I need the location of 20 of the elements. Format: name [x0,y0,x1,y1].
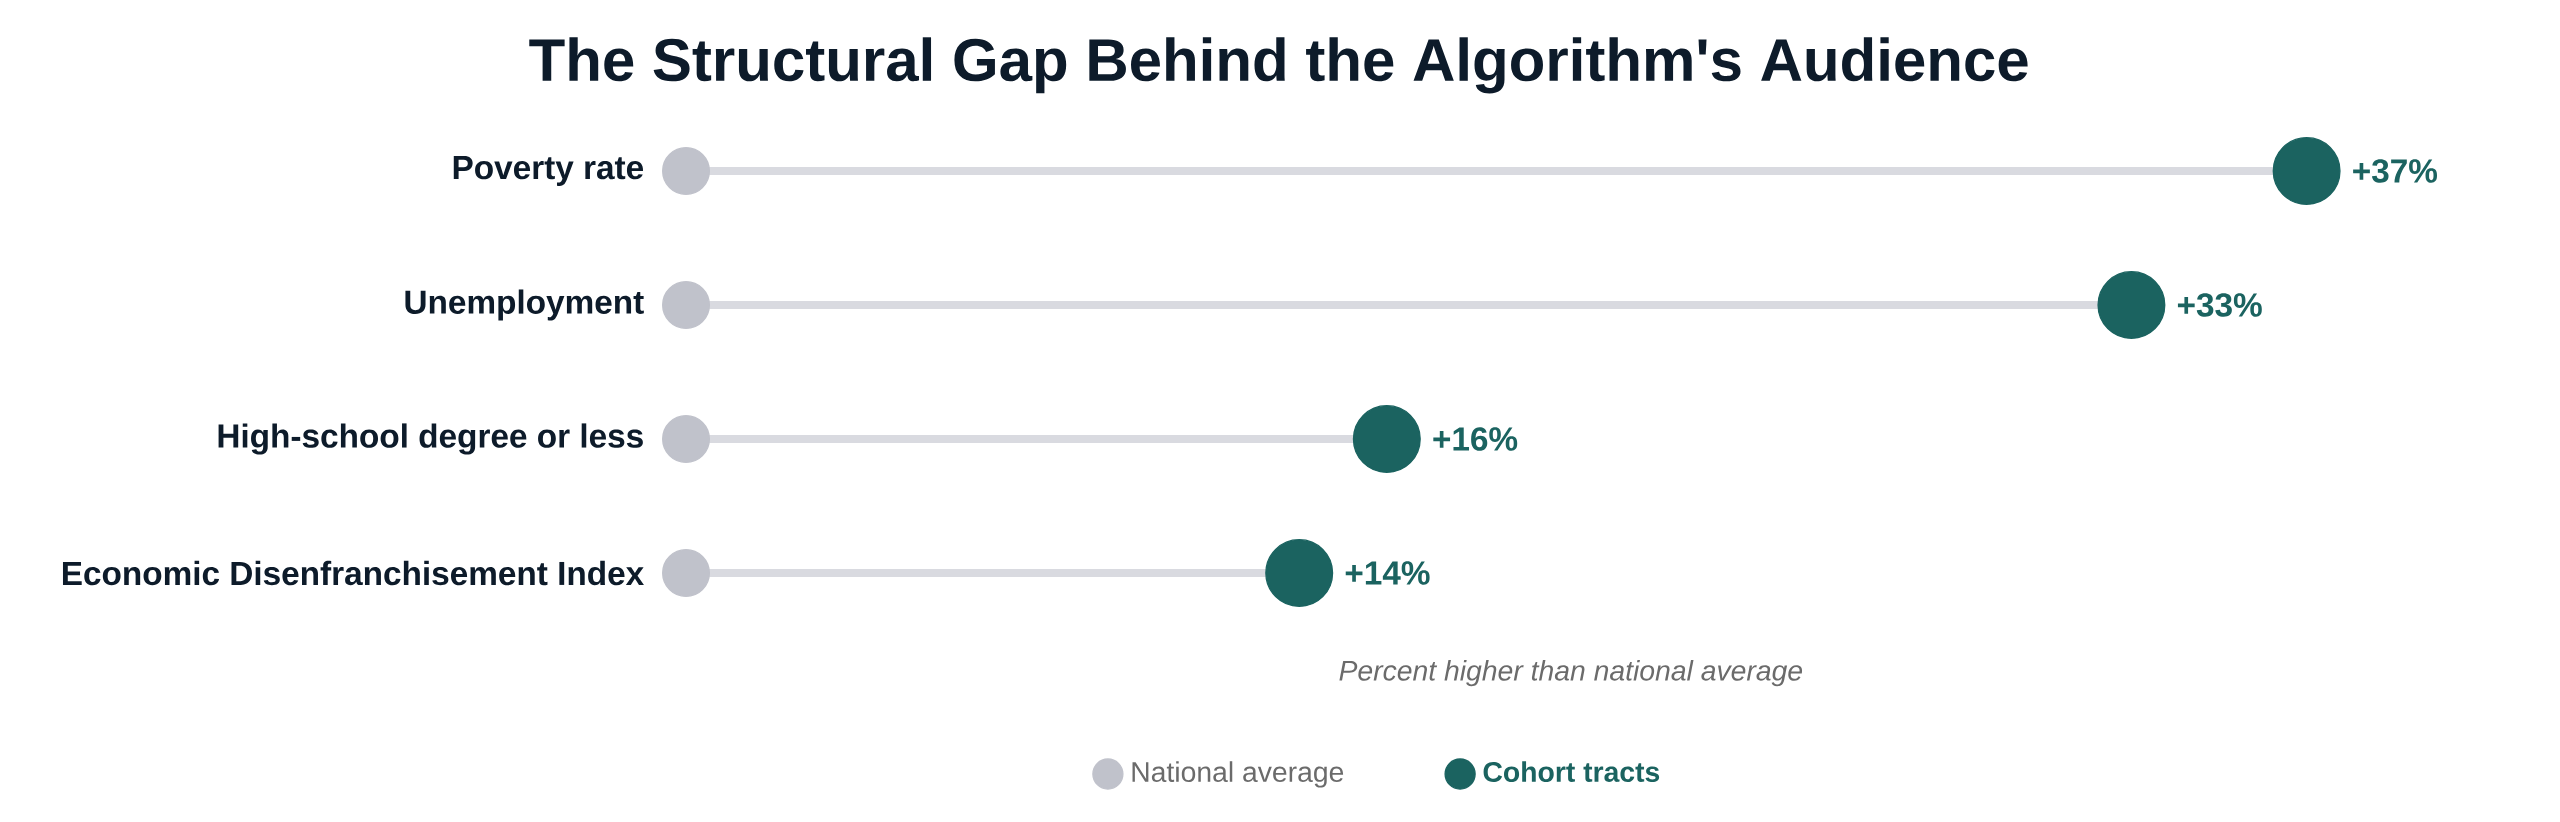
y-tick-label: High-school degree or less [218,423,643,455]
data-label: +16% [1433,427,1518,451]
point [1265,539,1334,608]
y-tick-label: Economic Disenfranchisement Index [62,560,644,586]
point [662,415,711,464]
data-label: +33% [2177,293,2262,317]
point [662,281,711,329]
y-tick-label: Poverty rate [453,156,644,186]
data-label: +37% [2353,159,2438,183]
chart-title: The Structural Gap Behind the Algorithm's Audience [529,37,2028,94]
data-label: +14% [1345,561,1430,585]
point [2272,137,2341,206]
point [1352,405,1421,474]
point [662,549,711,598]
legend-label: Cohort tracts [1483,761,1660,783]
x-axis-title: Percent higher than national average [1339,659,1803,687]
point [662,147,711,196]
point [2097,270,2166,339]
legend-label: National average [1132,761,1344,788]
y-tick-label: Unemployment [405,289,644,321]
